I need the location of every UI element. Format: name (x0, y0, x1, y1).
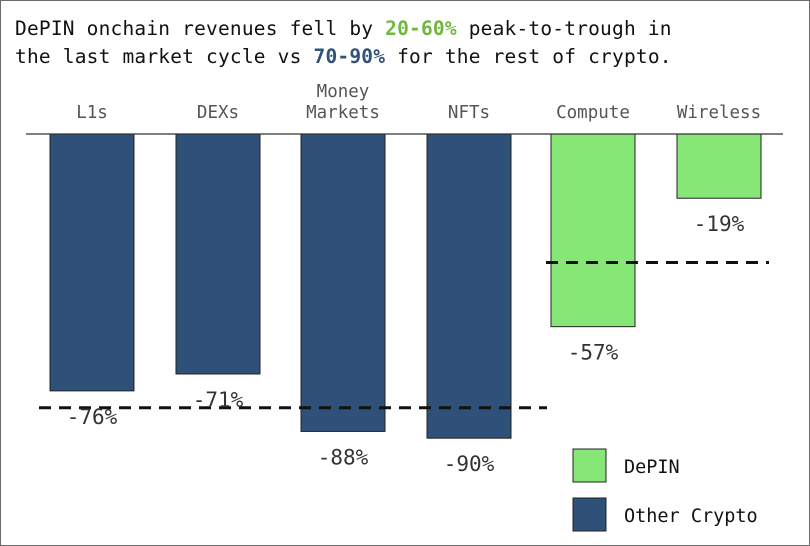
category-label: Compute (556, 103, 630, 123)
category-label: Money (317, 82, 370, 102)
title-highlight-depin: 20-60% (385, 17, 457, 40)
title-part-1: DePIN onchain revenues fell by (15, 17, 386, 40)
value-label: -90% (444, 452, 495, 476)
value-label: -57% (568, 341, 619, 365)
legend-swatch-other-crypto (572, 497, 607, 532)
bar-wireless (676, 133, 762, 199)
category-label: DEXs (197, 103, 239, 123)
category-label: Wireless (677, 103, 761, 123)
title-part-2: peak-to-trough in (456, 17, 672, 40)
legend-label-depin: DePIN (624, 457, 680, 478)
chart-title: DePIN onchain revenues fell by 20-60% pe… (15, 15, 805, 71)
value-label: -76% (67, 405, 118, 429)
bar-compute (550, 133, 636, 328)
category-label: Markets (306, 103, 380, 123)
category-label: NFTs (448, 103, 490, 123)
bar-money-markets (300, 133, 386, 432)
legend-swatch-depin (572, 448, 607, 483)
bar-l1s (49, 133, 135, 392)
title-part-4: for the rest of crypto. (385, 45, 672, 68)
title-highlight-other: 70-90% (313, 45, 386, 68)
legend-label-other-crypto: Other Crypto (624, 506, 758, 527)
bar-dexs (175, 133, 261, 375)
title-part-3: the last market cycle vs (15, 45, 314, 68)
value-label: -88% (318, 445, 369, 469)
bar-nfts (426, 133, 512, 439)
value-label: -71% (193, 388, 244, 412)
category-label: L1s (76, 103, 108, 123)
value-label: -19% (694, 212, 745, 236)
